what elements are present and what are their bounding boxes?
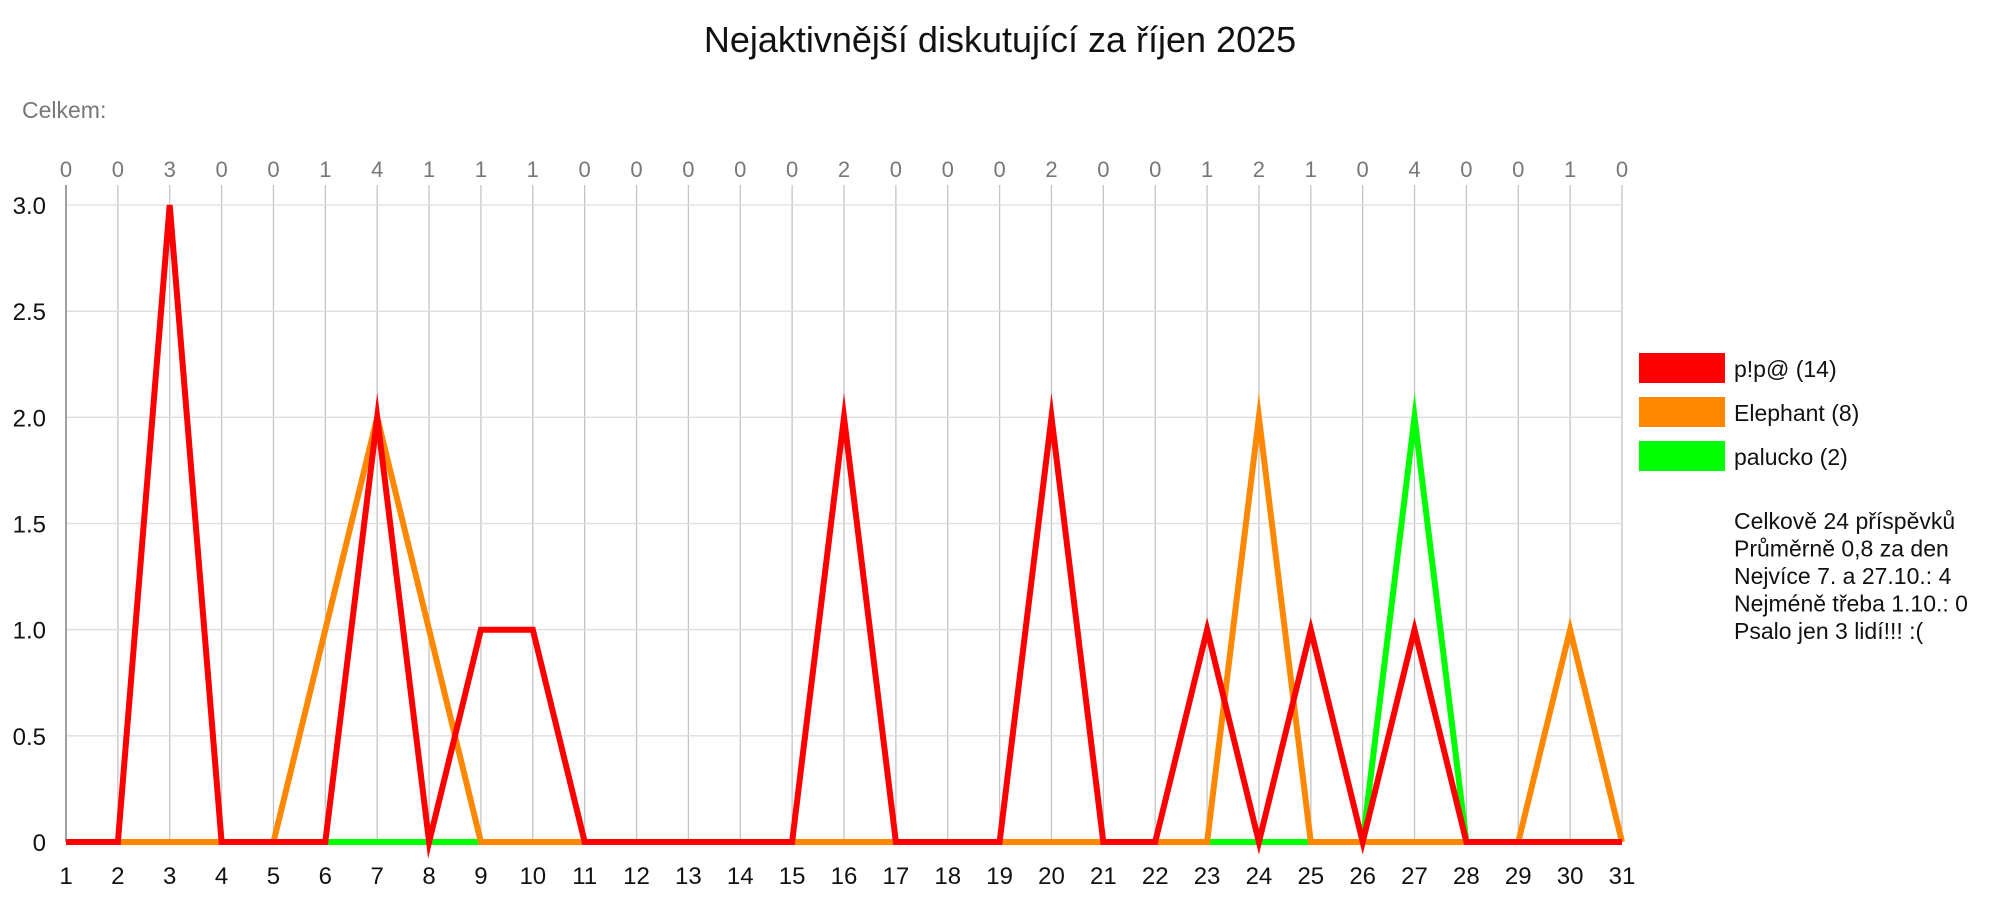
x-tick-label: 12 — [623, 863, 650, 890]
y-tick-label: 2.0 — [13, 405, 46, 432]
y-tick-label: 1.0 — [13, 618, 46, 645]
x-tick-label: 31 — [1609, 863, 1636, 890]
x-tick-label: 3 — [163, 863, 176, 890]
x-tick-label: 28 — [1453, 863, 1480, 890]
grid-lines — [65, 185, 1623, 843]
x-tick-label: 6 — [319, 863, 332, 890]
daily-total-label: 4 — [1408, 157, 1420, 182]
x-tick-label: 10 — [519, 863, 546, 890]
x-tick-label: 17 — [883, 863, 910, 890]
daily-total-label: 0 — [1149, 157, 1161, 182]
x-tick-label: 4 — [215, 863, 228, 890]
daily-total-label: 0 — [630, 157, 642, 182]
daily-total-label: 0 — [942, 157, 954, 182]
x-tick-label: 26 — [1349, 863, 1376, 890]
daily-total-label: 2 — [838, 157, 850, 182]
daily-total-label: 3 — [164, 157, 176, 182]
y-tick-label: 3.0 — [13, 193, 46, 220]
y-tick-label: 0.5 — [13, 724, 46, 751]
x-tick-label: 11 — [572, 863, 597, 890]
daily-total-label: 0 — [579, 157, 591, 182]
daily-total-label: 0 — [786, 157, 798, 182]
daily-total-label: 0 — [1460, 157, 1472, 182]
x-tick-label: 1 — [59, 863, 72, 890]
x-tick-label: 8 — [422, 863, 435, 890]
x-tick-label: 29 — [1505, 863, 1532, 890]
series-line — [66, 204, 1622, 859]
stat-line: Psalo jen 3 lidí!!! :( — [1734, 618, 1924, 644]
stat-line: Průměrně 0,8 za den — [1734, 536, 1949, 562]
x-tick-label: 7 — [371, 863, 384, 890]
y-tick-label: 0 — [33, 830, 46, 857]
total-label: Celkem: — [22, 97, 106, 123]
daily-total-label: 0 — [60, 157, 72, 182]
x-tick-label: 24 — [1246, 863, 1273, 890]
daily-total-label: 0 — [682, 157, 694, 182]
daily-total-label: 0 — [215, 157, 227, 182]
stat-line: Celkově 24 příspěvků — [1734, 508, 1955, 534]
daily-total-label: 0 — [734, 157, 746, 182]
daily-total-label: 4 — [371, 157, 383, 182]
daily-total-label: 0 — [112, 157, 124, 182]
x-tick-label: 9 — [474, 863, 487, 890]
daily-totals: 0 0 3 0 0 1 4 1 1 1 0 0 0 0 0 2 0 0 0 2 0 0 1 2 1 0 4 0 0 1 0 — [60, 157, 1628, 182]
daily-total-label: 2 — [1045, 157, 1057, 182]
x-tick-label: 22 — [1142, 863, 1169, 890]
daily-total-label: 1 — [423, 157, 435, 182]
x-tick-label: 2 — [111, 863, 124, 890]
x-tick-label: 21 — [1090, 863, 1117, 890]
daily-total-label: 2 — [1253, 157, 1265, 182]
daily-total-label: 1 — [1201, 157, 1213, 182]
daily-total-label: 1 — [475, 157, 487, 182]
legend-swatch — [1639, 441, 1725, 471]
legend: p!p@ (14) Elephant (8) palucko (2) — [1639, 353, 1859, 471]
x-tick-label: 20 — [1038, 863, 1065, 890]
stat-line: Nejvíce 7. a 27.10.: 4 — [1734, 563, 1952, 589]
x-tick-label: 25 — [1297, 863, 1324, 890]
y-axis-ticks: 0 0.5 1.0 1.5 2.0 2.5 3.0 — [13, 193, 46, 857]
x-tick-label: 15 — [779, 863, 806, 890]
legend-label: palucko (2) — [1734, 444, 1848, 470]
daily-total-label: 0 — [1512, 157, 1524, 182]
x-tick-label: 27 — [1401, 863, 1428, 890]
legend-swatch — [1639, 353, 1725, 383]
x-tick-label: 5 — [267, 863, 280, 890]
daily-total-label: 1 — [527, 157, 539, 182]
x-axis-ticks: 1 2 3 4 5 6 7 8 9 10 11 12 13 14 15 16 17 18 19 20 21 22 23 24 2… — [59, 863, 1635, 890]
y-tick-label: 2.5 — [13, 299, 46, 326]
series-lines — [66, 204, 1625, 859]
x-tick-label: 18 — [934, 863, 961, 890]
daily-total-label: 0 — [1097, 157, 1109, 182]
daily-total-label: 1 — [319, 157, 331, 182]
daily-total-label: 0 — [1357, 157, 1369, 182]
stat-line: Nejméně třeba 1.10.: 0 — [1734, 591, 1968, 617]
daily-total-label: 0 — [1616, 157, 1628, 182]
legend-label: Elephant (8) — [1734, 400, 1859, 426]
chart-title: Nejaktivnější diskutující za říjen 2025 — [704, 19, 1296, 60]
x-tick-label: 16 — [831, 863, 858, 890]
x-tick-label: 23 — [1194, 863, 1221, 890]
x-tick-label: 14 — [727, 863, 754, 890]
daily-total-label: 0 — [890, 157, 902, 182]
y-tick-label: 1.5 — [13, 512, 46, 539]
x-tick-label: 30 — [1557, 863, 1584, 890]
daily-total-label: 1 — [1305, 157, 1317, 182]
legend-label: p!p@ (14) — [1734, 356, 1837, 382]
x-tick-label: 19 — [986, 863, 1013, 890]
daily-total-label: 0 — [267, 157, 279, 182]
x-tick-label: 13 — [675, 863, 702, 890]
legend-swatch — [1639, 397, 1725, 427]
daily-total-label: 0 — [993, 157, 1005, 182]
daily-total-label: 1 — [1564, 157, 1576, 182]
